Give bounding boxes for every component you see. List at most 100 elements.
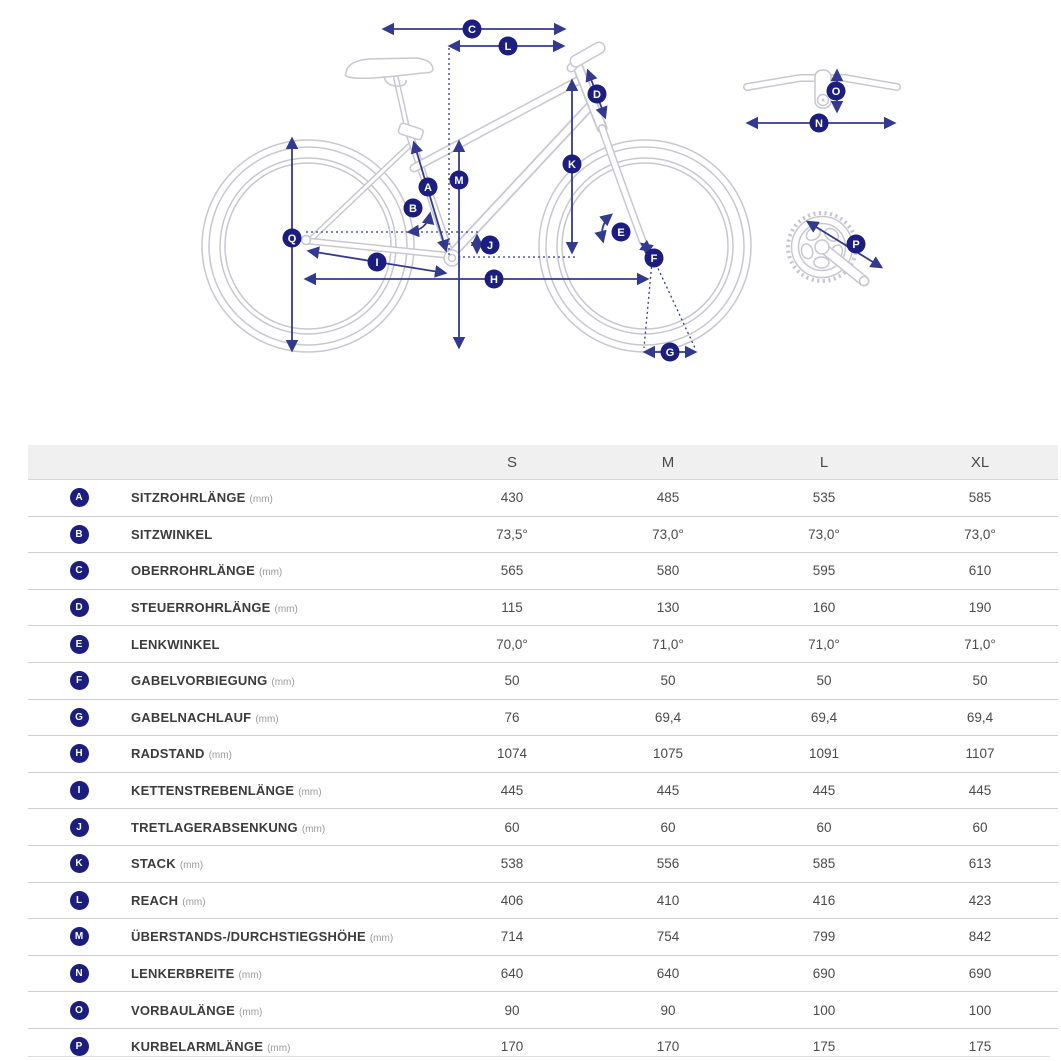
svg-text:B: B [409,203,417,215]
row-value-m: 445 [590,772,746,810]
geometry-table-row: L REACH (mm) 406 410 416 423 [28,882,1058,920]
row-value-m: 580 [590,552,746,590]
row-value-s: 115 [434,589,590,627]
geometry-table: S M L XL A SITZROHRLÄNGE (mm) 430 485 535… [28,445,1058,1061]
row-badge: C [69,561,89,581]
diagram-badge-f: F [644,248,664,268]
row-value-m: 71,0° [590,625,746,663]
row-value-l: 445 [746,772,902,810]
svg-text:E: E [617,227,624,239]
diagram-badge-n: N [809,113,829,133]
angle-arrow-e [594,213,613,244]
row-value-s: 640 [434,955,590,993]
angle-arrow-b [406,211,435,238]
row-label: SITZWINKEL [131,526,213,542]
svg-text:C: C [468,24,476,36]
geometry-table-row: H RADSTAND (mm) 1074 1075 1091 1107 [28,735,1058,773]
row-value-s: 50 [434,662,590,700]
svg-text:K: K [568,159,576,171]
row-value-l: 690 [746,955,902,993]
row-value-l: 71,0° [746,625,902,663]
row-value-xl: 50 [902,662,1058,700]
wheel-contact-line [643,261,653,349]
geometry-table-row: D STEUERROHRLÄNGE (mm) 115 130 160 190 [28,589,1058,627]
table-bottom-border [28,1056,1050,1057]
construction-lines [306,48,696,349]
diagram-badge-a: A [418,177,438,197]
geometry-table-header: S M L XL [28,445,1058,480]
geometry-table-row: P KURBELARMLÄNGE (mm) 170 170 175 175 [28,1028,1058,1061]
svg-text:L: L [505,41,512,53]
column-header-xl: XL [902,445,1058,480]
row-value-xl: 69,4 [902,699,1058,737]
pedal-hole [858,275,870,287]
column-header-l: L [746,445,902,480]
row-value-xl: 423 [902,882,1058,920]
row-unit: (mm) [298,787,322,799]
diagram-badge-h: H [484,269,504,289]
geometry-table-row: B SITZWINKEL 73,5° 73,0° 73,0° 73,0° [28,516,1058,554]
row-unit: (mm) [239,1006,263,1018]
row-badge: B [69,524,89,544]
row-value-s: 714 [434,918,590,956]
row-badge: D [69,598,89,618]
row-badge: P [69,1037,89,1057]
row-label: SITZROHRLÄNGE [131,490,246,506]
row-value-m: 73,0° [590,516,746,554]
row-value-xl: 613 [902,845,1058,883]
geometry-table-row: M ÜBERSTANDS-/DURCHSTIEGSHÖHE (mm) 714 75… [28,918,1058,956]
row-value-l: 100 [746,991,902,1029]
svg-text:A: A [424,182,432,194]
row-unit: (mm) [179,860,204,872]
column-header-name [130,445,434,480]
diagram-badge-q: Q [282,228,302,248]
geometry-table-row: C OBERROHRLÄNGE (mm) 565 580 595 610 [28,552,1058,590]
svg-text:O: O [832,86,841,98]
row-value-m: 754 [590,918,746,956]
row-unit: (mm) [238,970,262,982]
diagram-badge-m: M [449,170,469,190]
diagram-badge-g: G [660,342,680,362]
svg-text:N: N [815,118,823,130]
row-value-l: 416 [746,882,902,920]
row-value-l: 535 [746,479,902,517]
svg-text:M: M [454,175,463,187]
row-label: GABELVORBIEGUNG [131,673,268,689]
row-value-s: 90 [434,991,590,1029]
bike-geometry-diagram: A B C D E F G H I J K L M N O P Q [201,19,901,362]
row-value-s: 1074 [434,735,590,773]
svg-text:Q: Q [288,233,297,245]
row-value-m: 69,4 [590,699,746,737]
row-badge: L [69,890,89,910]
geometry-table-row: J TRETLAGERABSENKUNG (mm) 60 60 60 60 [28,808,1058,846]
row-value-xl: 445 [902,772,1058,810]
row-unit: (mm) [267,1043,291,1055]
row-label: TRETLAGERABSENKUNG [131,819,298,835]
diagram-badge-l: L [498,36,518,56]
svg-text:D: D [593,89,601,101]
row-badge: M [69,927,89,947]
row-unit: (mm) [208,750,232,762]
row-unit: (mm) [255,713,279,725]
row-label: LENKERBREITE [131,966,235,982]
row-badge: E [69,634,89,654]
row-value-l: 60 [746,808,902,846]
row-value-l: 73,0° [746,516,902,554]
row-value-s: 538 [434,845,590,883]
row-value-m: 90 [590,991,746,1029]
diagram-badge-o: O [826,81,846,101]
row-label: RADSTAND [131,746,205,762]
row-label: KURBELARMLÄNGE [131,1039,264,1055]
row-value-l: 160 [746,589,902,627]
row-unit: (mm) [274,604,298,616]
row-label: GABELNACHLAUF [131,709,252,725]
row-value-xl: 100 [902,991,1058,1029]
row-badge: F [69,671,89,691]
row-value-m: 410 [590,882,746,920]
row-value-s: 406 [434,882,590,920]
row-badge: I [69,781,89,801]
row-badge: J [69,817,89,837]
row-value-l: 585 [746,845,902,883]
row-value-m: 130 [590,589,746,627]
dimension-arrow-p [805,220,884,269]
